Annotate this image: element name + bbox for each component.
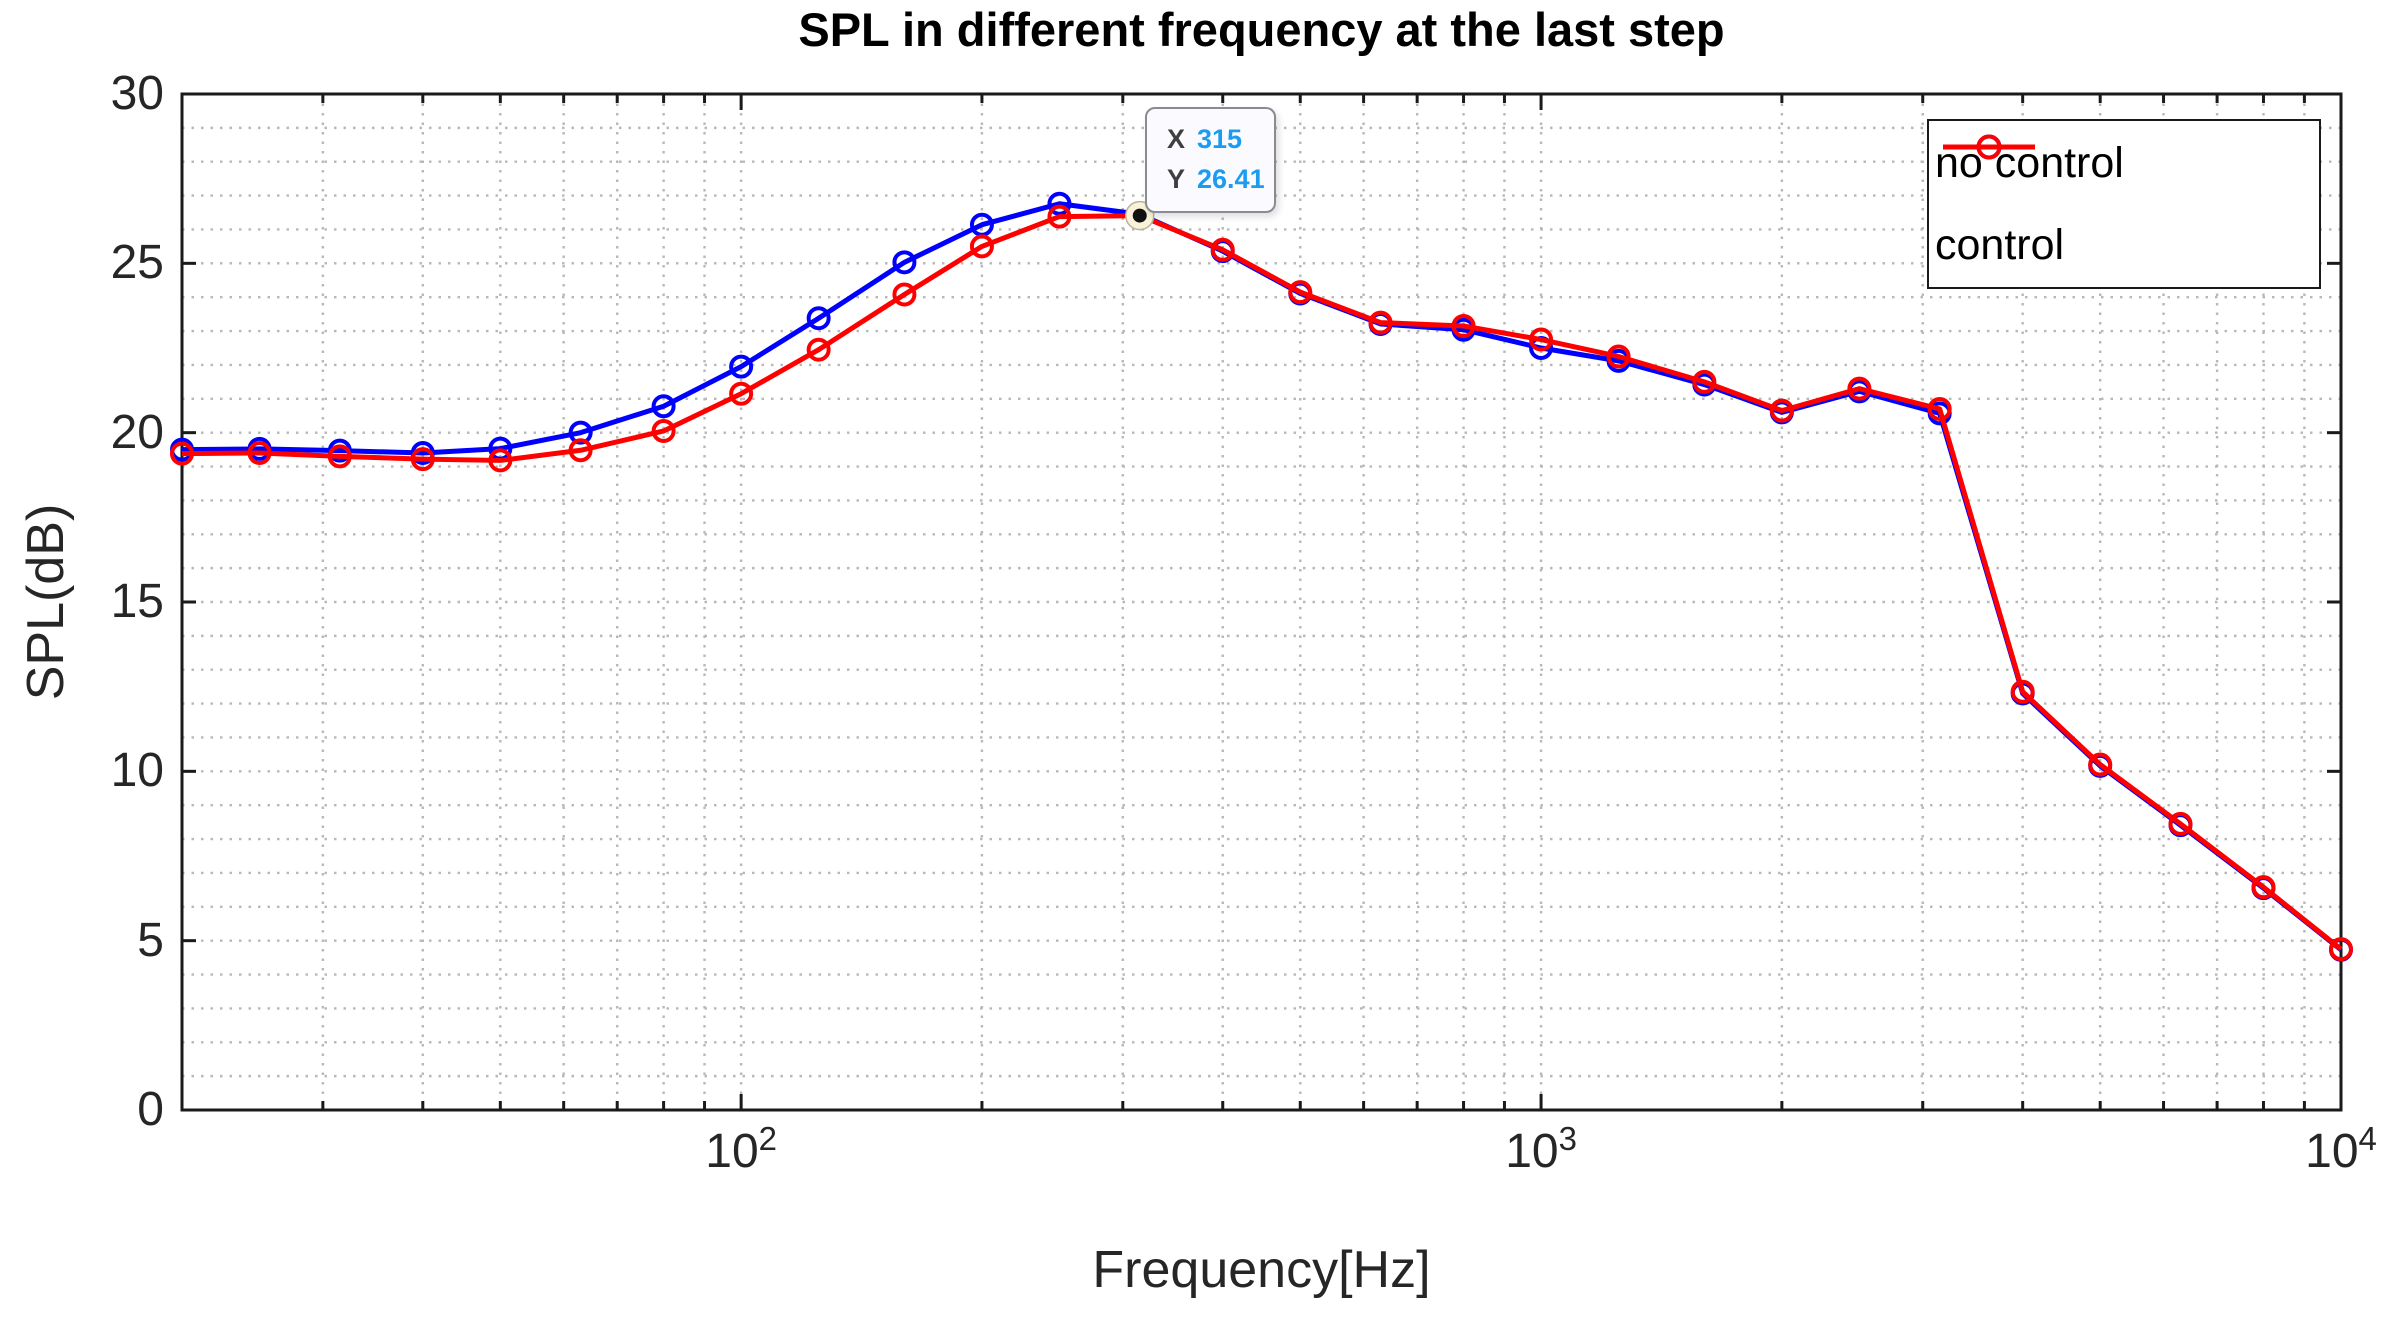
data-point-marker[interactable] [1606,344,1631,369]
data-point-marker[interactable] [1769,398,1794,423]
x-tick-label: 103 [1505,1120,1577,1178]
data-point-marker[interactable] [568,420,593,445]
chart-title: SPL in different frequency at the last s… [798,3,1725,56]
data-point-marker[interactable] [969,234,994,259]
legend-label: control [1935,220,2065,269]
datatip-y-label: Y [1167,164,1186,194]
series-control[interactable] [170,203,2353,962]
datatip[interactable]: X 315 Y 26.41 [1145,107,1276,213]
y-tick-label: 20 [110,405,164,459]
data-point-marker[interactable] [1927,396,1952,421]
data-point-marker[interactable] [2010,679,2035,704]
data-point-marker[interactable] [1451,313,1476,338]
data-point-marker[interactable] [1047,204,1072,229]
data-point-marker[interactable] [1210,237,1235,262]
grid-lines [182,94,2341,1110]
data-point-marker[interactable] [568,438,593,463]
data-point-marker[interactable] [1288,280,1313,305]
y-tick-label: 25 [110,236,164,290]
y-tick-label: 0 [137,1083,164,1136]
data-point-marker[interactable] [1047,191,1072,216]
x-tick-label: 102 [705,1120,777,1178]
data-point-marker[interactable] [2088,752,2113,777]
data-point-marker[interactable] [1529,327,1554,352]
x-axis-label: Frequency[Hz] [1092,1241,1431,1299]
data-point-marker[interactable] [247,440,272,465]
series-no-control[interactable] [170,191,2353,962]
data-point-marker[interactable] [1368,310,1393,335]
y-tick-label: 30 [110,67,164,120]
datatip-x-row: X 315 [1167,119,1274,159]
datatip-x-value: 315 [1197,124,1243,154]
data-point-marker[interactable] [729,381,754,406]
y-tick-label: 10 [110,744,164,798]
data-point-marker[interactable] [806,306,831,331]
data-point-marker[interactable] [1692,369,1717,394]
data-point-marker[interactable] [410,447,435,472]
data-point-marker[interactable] [170,441,194,466]
legend[interactable]: no control control [1927,119,2321,289]
data-point-marker[interactable] [651,418,676,443]
data-point-marker[interactable] [892,250,917,275]
legend-item-control[interactable]: control [1929,134,2319,285]
y-tick-label: 15 [110,575,164,628]
data-point-marker[interactable] [2168,811,2193,836]
legend-swatch-line-marker-icon [1943,134,2035,160]
y-tick-label: 5 [137,913,164,967]
data-point-marker[interactable] [1847,376,1872,401]
datatip-x-label: X [1167,124,1186,154]
axes-box [180,92,2343,1112]
data-point-marker[interactable] [488,448,513,473]
data-point-marker[interactable] [729,354,754,379]
datatip-y-row: Y 26.41 [1167,159,1274,199]
data-point-marker[interactable] [327,444,352,469]
x-tick-label: 104 [2305,1120,2377,1178]
data-point-marker[interactable] [651,394,676,419]
data-point-marker[interactable] [806,337,831,362]
data-point-marker[interactable] [2251,875,2276,900]
data-point-marker[interactable] [892,282,917,307]
datatip-y-value: 26.41 [1197,164,1265,194]
data-point-marker[interactable] [2329,937,2353,962]
series-line [181,213,2343,952]
